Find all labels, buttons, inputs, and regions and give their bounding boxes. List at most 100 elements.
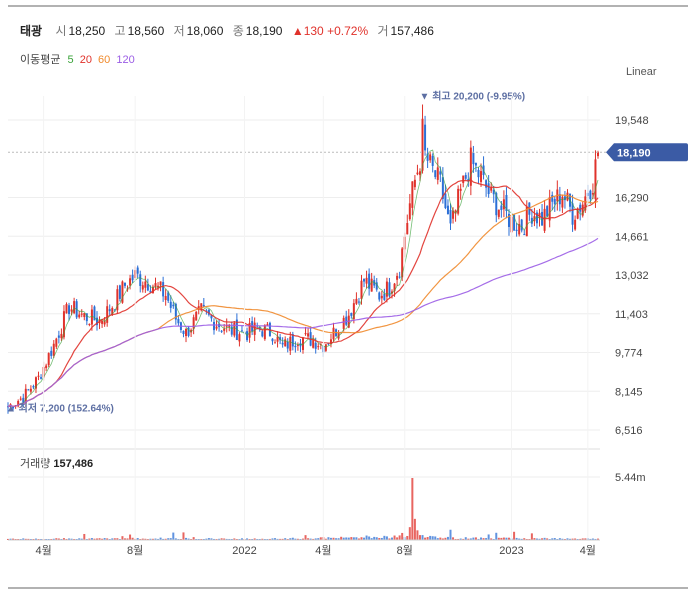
volume-bar bbox=[446, 536, 449, 540]
volume-bar bbox=[111, 538, 114, 540]
volume-bar bbox=[385, 536, 388, 540]
volume-bar bbox=[352, 537, 355, 540]
volume-bar bbox=[210, 538, 213, 540]
volume-bar bbox=[535, 538, 538, 540]
volume-bar bbox=[329, 537, 332, 540]
moving-average-legend[interactable]: 이동평균 5 20 60 120 bbox=[20, 51, 138, 67]
volume-bar bbox=[78, 538, 81, 540]
volume-bar bbox=[154, 538, 157, 540]
volume-bar bbox=[65, 538, 68, 540]
volume-bar bbox=[411, 478, 414, 540]
volume-bar bbox=[383, 535, 386, 540]
candle-body bbox=[502, 199, 505, 210]
scale-toggle[interactable]: Linear bbox=[626, 66, 657, 78]
candle-body bbox=[307, 333, 310, 337]
candle-body bbox=[240, 330, 243, 332]
candle-body bbox=[93, 306, 96, 321]
low-value: 18,060 bbox=[186, 24, 224, 38]
volume-bar bbox=[406, 535, 409, 540]
volume-bar bbox=[472, 537, 475, 540]
candle-body bbox=[416, 172, 419, 175]
candle-body bbox=[543, 208, 546, 231]
candle-body bbox=[589, 190, 592, 200]
volume-bar bbox=[357, 538, 360, 540]
candle-body bbox=[553, 198, 556, 205]
candle-body bbox=[452, 210, 455, 219]
candle-body bbox=[449, 209, 452, 224]
volume-bar bbox=[426, 537, 429, 540]
volume-bar bbox=[101, 538, 104, 540]
candle-body bbox=[202, 304, 205, 307]
volume-bar bbox=[391, 537, 394, 540]
volume-bar bbox=[80, 538, 83, 540]
price-header: 태광 시 18,250 고 18,560 저 18,060 종 18,190 ▲130 … bbox=[20, 22, 440, 39]
volume-bar bbox=[289, 538, 292, 540]
volume-bar bbox=[276, 538, 279, 540]
volume-bar bbox=[159, 537, 162, 540]
volume-bar bbox=[429, 535, 432, 540]
candle-body bbox=[185, 328, 188, 337]
candle-body bbox=[57, 335, 60, 338]
candle-body bbox=[187, 327, 190, 336]
volume-bar bbox=[268, 538, 271, 540]
volume-bar bbox=[380, 537, 383, 540]
volume-panel-header: 거래량 157,486 bbox=[20, 455, 93, 471]
ma20-line bbox=[7, 179, 599, 408]
y-tick-label: 11,403 bbox=[615, 309, 648, 321]
volume-bar bbox=[335, 538, 338, 540]
candle-body bbox=[274, 342, 277, 344]
candle-body bbox=[29, 388, 32, 392]
candle-body bbox=[263, 325, 266, 340]
ma5-legend: 5 bbox=[67, 54, 74, 66]
volume-bar bbox=[495, 532, 498, 540]
candle-body bbox=[139, 274, 142, 286]
volume-bar bbox=[408, 527, 411, 540]
candle-body bbox=[22, 397, 25, 403]
volume-bar bbox=[418, 535, 421, 540]
volume-bar bbox=[454, 538, 457, 540]
candle-body bbox=[80, 313, 83, 315]
candle-body bbox=[413, 179, 416, 188]
volume-bar bbox=[355, 537, 358, 540]
volume-bar bbox=[129, 534, 132, 540]
volume-bar bbox=[261, 538, 264, 540]
volume-bar bbox=[444, 537, 447, 540]
candle-body bbox=[490, 186, 493, 191]
candle-body bbox=[149, 290, 152, 293]
candle-body bbox=[60, 333, 63, 339]
volume-bar bbox=[207, 538, 210, 540]
volume-axis-tick: 5.44m bbox=[615, 472, 646, 484]
volume-bar bbox=[566, 538, 569, 540]
candle-body bbox=[584, 196, 587, 211]
candle-body bbox=[327, 343, 330, 345]
candle-body bbox=[444, 193, 447, 209]
volume-bar bbox=[113, 538, 116, 540]
volume-bar bbox=[518, 538, 521, 540]
candle-body bbox=[45, 365, 48, 369]
volume-bar bbox=[187, 538, 190, 540]
volume-bar bbox=[413, 518, 416, 540]
last-price-badge bbox=[606, 143, 688, 162]
x-tick-label: 8월 bbox=[397, 544, 413, 557]
volume-value: 157,486 bbox=[390, 24, 434, 38]
open-label: 시 bbox=[55, 24, 67, 38]
volume-bar bbox=[589, 538, 592, 540]
candle-body bbox=[73, 301, 76, 314]
volume-bar bbox=[581, 538, 584, 540]
volume-bar bbox=[439, 537, 442, 540]
candle-body bbox=[378, 292, 381, 300]
candle-body bbox=[518, 223, 521, 235]
volume-bar bbox=[52, 538, 55, 540]
candle-body bbox=[19, 398, 22, 400]
volume-bar bbox=[149, 538, 152, 540]
volume-bar bbox=[169, 538, 172, 540]
low-annotation: ▲ 최저 7,200 (152.64%) bbox=[6, 402, 114, 415]
candle-body bbox=[261, 331, 264, 337]
candle-body bbox=[302, 337, 304, 350]
volume-bar bbox=[457, 538, 460, 540]
volume-bar bbox=[520, 538, 523, 540]
volume-bar bbox=[68, 538, 71, 540]
candle-body bbox=[530, 217, 533, 224]
volume-bar bbox=[319, 537, 322, 540]
